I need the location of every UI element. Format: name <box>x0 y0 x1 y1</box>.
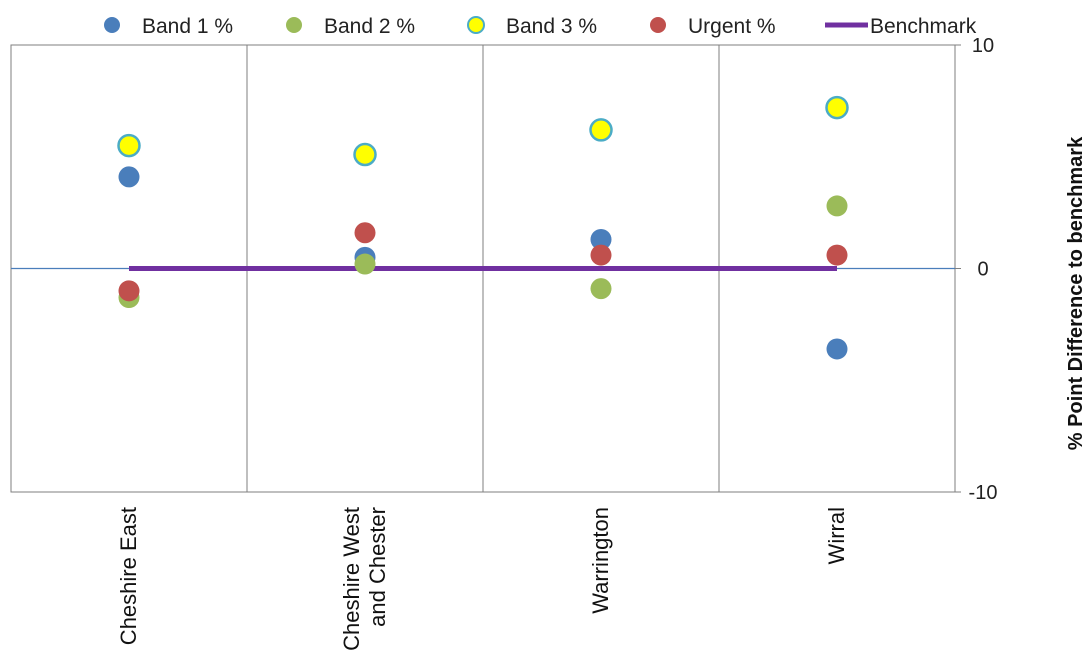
legend-label-band-1: Band 1 % <box>142 15 233 38</box>
point-urgent <box>590 244 612 266</box>
y-axis-ticks: -10 0 10 <box>955 35 997 504</box>
category-label: Wirral <box>824 507 849 564</box>
y-tick-label: 0 <box>977 259 988 281</box>
legend: Band 1 % Band 2 % Band 3 % Urgent % Benchmar… <box>104 15 977 38</box>
point-band-1 <box>118 166 140 188</box>
point-band-3 <box>353 142 377 167</box>
point-band-3 <box>117 133 141 158</box>
legend-label-band-3: Band 3 % <box>506 15 597 38</box>
point-urgent <box>118 280 140 302</box>
legend-marker-urgent <box>650 17 666 33</box>
data-points <box>117 95 849 360</box>
y-tick-label: -10 <box>969 482 998 504</box>
point-band-1 <box>826 338 848 360</box>
point-band-2 <box>354 253 376 275</box>
legend-marker-band-3 <box>467 16 485 34</box>
point-band-3 <box>825 95 849 120</box>
legend-label-urgent: Urgent % <box>688 15 776 38</box>
legend-marker-band-1 <box>104 17 120 33</box>
point-band-3 <box>589 118 613 142</box>
point-urgent <box>826 244 848 266</box>
legend-label-band-2: Band 2 % <box>324 15 415 38</box>
legend-label-benchmark: Benchmark <box>870 15 977 38</box>
category-label: and Chester <box>365 507 390 627</box>
category-label: Warrington <box>588 507 613 614</box>
point-band-2 <box>590 278 612 300</box>
point-band-1 <box>590 228 612 250</box>
category-label: Cheshire East <box>116 507 141 645</box>
point-band-2 <box>826 195 848 217</box>
point-urgent <box>354 222 376 244</box>
legend-marker-band-2 <box>286 17 302 33</box>
x-axis-category-labels: Cheshire East Cheshire West and Chester War… <box>116 507 849 651</box>
y-axis-title: % Point Difference to benchmark <box>1065 136 1087 450</box>
y-tick-label: 10 <box>972 35 994 57</box>
category-label: Cheshire West <box>339 507 364 651</box>
